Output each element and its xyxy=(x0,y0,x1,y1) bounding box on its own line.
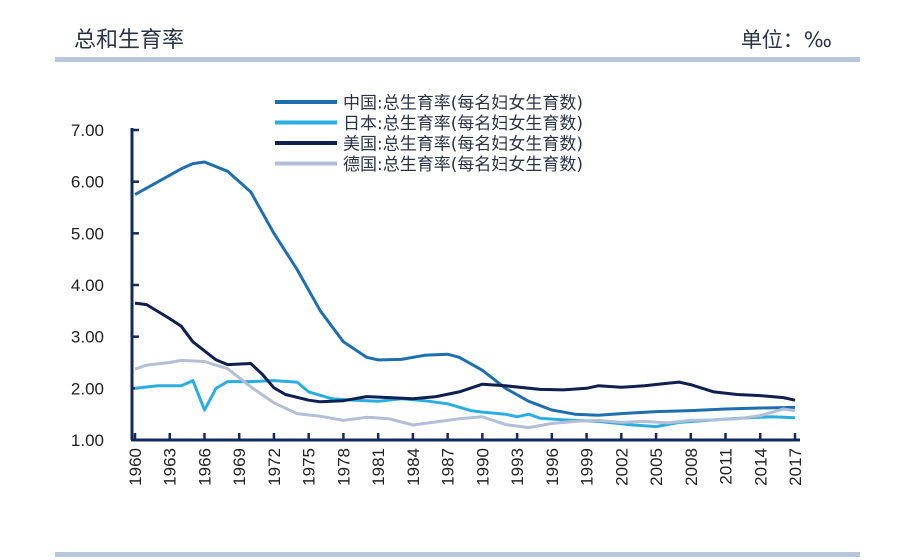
x-tick-label: 1963 xyxy=(161,448,180,486)
chart-title: 总和生育率 xyxy=(74,28,185,53)
unit-label: 单位：‰ xyxy=(740,28,832,52)
x-tick-label: 1999 xyxy=(578,448,597,486)
y-tick-label: 6.00 xyxy=(71,173,104,192)
x-tick-label: 2014 xyxy=(751,448,770,486)
y-tick-label: 5.00 xyxy=(71,224,104,243)
x-tick-label: 1996 xyxy=(543,448,562,486)
x-tick-label: 1978 xyxy=(334,448,353,486)
footer-divider xyxy=(55,552,860,557)
y-tick-label: 2.00 xyxy=(71,379,104,398)
legend-label-0: 中国:总生育率(每名妇女生育数) xyxy=(343,94,583,114)
series-line-1 xyxy=(134,379,796,429)
series-line-3 xyxy=(134,358,796,430)
x-tick-label: 1981 xyxy=(369,448,388,486)
x-tick-label: 1984 xyxy=(404,448,423,486)
legend-label-3: 德国:总生育率(每名妇女生育数) xyxy=(343,155,583,175)
x-tick-label: 2008 xyxy=(682,448,701,486)
series-line-2 xyxy=(134,301,796,404)
legend-label-2: 美国:总生育率(每名妇女生育数) xyxy=(343,135,583,155)
x-tick-label: 2011 xyxy=(717,448,736,485)
x-tick-label: 1987 xyxy=(439,448,458,486)
x-tick-label: 2002 xyxy=(612,448,631,486)
series-line-0 xyxy=(134,160,796,417)
legend-label-1: 日本:总生育率(每名妇女生育数) xyxy=(343,114,583,134)
y-tick-label: 3.00 xyxy=(71,328,104,347)
x-tick-label: 2005 xyxy=(647,448,666,486)
y-tick-label: 1.00 xyxy=(71,431,104,450)
x-tick-label: 1972 xyxy=(265,448,284,486)
x-tick-label: 1960 xyxy=(126,448,145,486)
x-tick-label: 2017 xyxy=(786,448,805,486)
header-divider xyxy=(55,57,860,62)
x-tick-label: 1990 xyxy=(473,448,492,486)
x-tick-label: 1969 xyxy=(230,448,249,486)
x-tick-label: 1966 xyxy=(195,448,214,486)
x-tick-label: 1975 xyxy=(300,448,319,486)
x-tick-label: 1993 xyxy=(508,448,527,486)
y-tick-label: 7.00 xyxy=(71,121,104,140)
y-tick-label: 4.00 xyxy=(71,276,104,295)
